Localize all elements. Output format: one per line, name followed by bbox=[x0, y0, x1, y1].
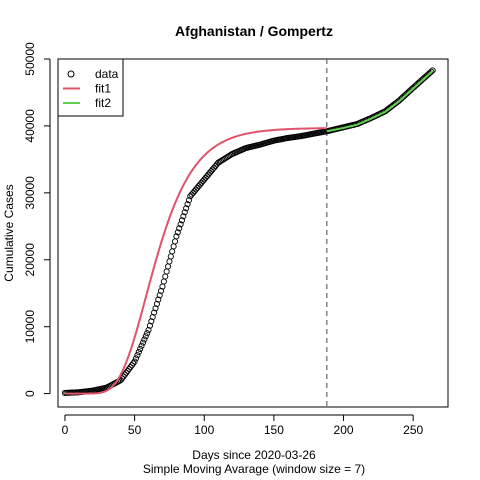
y-tick-label: 30000 bbox=[23, 176, 37, 210]
data-point bbox=[165, 264, 170, 269]
fit1-line bbox=[65, 128, 327, 393]
data-point bbox=[167, 259, 172, 264]
x-tick-label: 100 bbox=[194, 423, 214, 437]
legend-label-data: data bbox=[95, 67, 119, 81]
x-tick-label: 0 bbox=[62, 423, 69, 437]
data-point bbox=[136, 349, 141, 354]
data-point bbox=[164, 269, 169, 274]
data-point bbox=[135, 353, 140, 358]
x-tick-label: 250 bbox=[403, 423, 423, 437]
x-axis-label: Days since 2020-03-26 bbox=[192, 448, 316, 462]
data-point bbox=[161, 279, 166, 284]
y-axis: 0 10000 20000 30000 40000 50000 bbox=[23, 42, 50, 397]
data-point bbox=[172, 239, 177, 244]
chart-title: Afghanistan / Gompertz bbox=[175, 23, 333, 39]
x-axis-sublabel: Simple Moving Avarage (window size = 7) bbox=[143, 462, 365, 476]
data-point bbox=[140, 340, 145, 345]
data-point bbox=[142, 337, 147, 342]
data-point bbox=[133, 356, 138, 361]
x-tick-label: 150 bbox=[264, 423, 284, 437]
legend-label-fit2: fit2 bbox=[95, 96, 111, 110]
fit-lines bbox=[65, 71, 433, 394]
data-point bbox=[170, 249, 175, 254]
data-points bbox=[62, 68, 435, 396]
y-tick-label: 50000 bbox=[23, 42, 37, 76]
x-tick-label: 200 bbox=[334, 423, 354, 437]
y-axis-label: Cumulative Cases bbox=[2, 184, 16, 281]
data-point bbox=[145, 331, 150, 336]
x-tick-label: 50 bbox=[128, 423, 142, 437]
y-tick-label: 40000 bbox=[23, 109, 37, 143]
fit2-line bbox=[327, 71, 433, 131]
legend-label-fit1: fit1 bbox=[95, 82, 111, 96]
data-point bbox=[138, 346, 143, 351]
data-point bbox=[168, 254, 173, 259]
data-point bbox=[143, 334, 148, 339]
data-point bbox=[171, 244, 176, 249]
y-tick-label: 10000 bbox=[23, 310, 37, 344]
y-tick-label: 0 bbox=[23, 390, 37, 397]
data-point bbox=[163, 274, 168, 279]
y-tick-label: 20000 bbox=[23, 243, 37, 277]
x-axis: 0 50 100 150 200 250 bbox=[62, 415, 424, 437]
data-point bbox=[139, 343, 144, 348]
